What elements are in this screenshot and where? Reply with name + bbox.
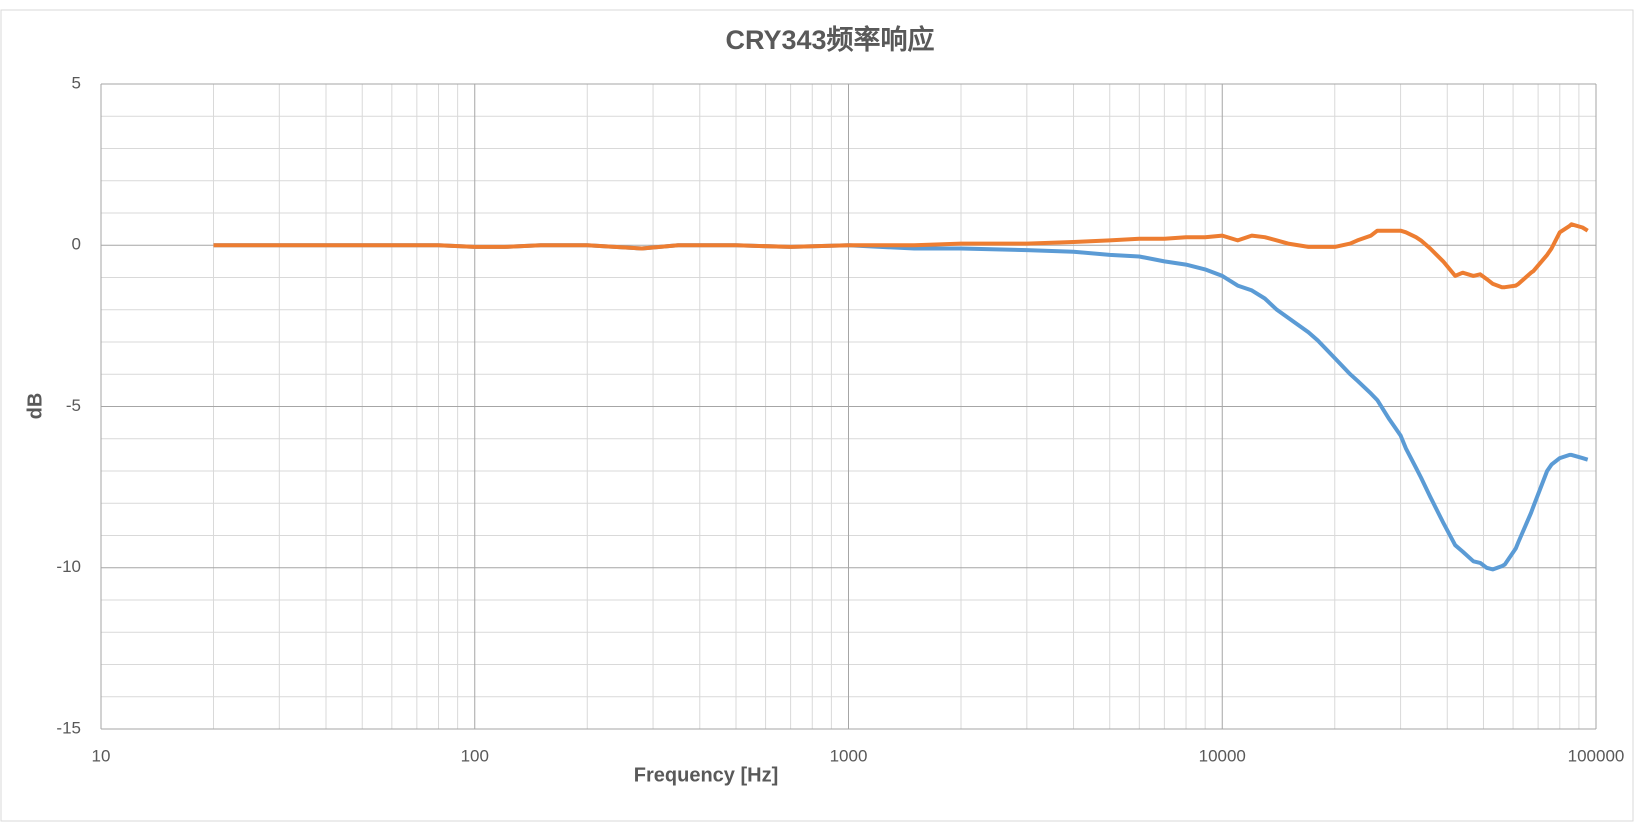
x-tick-label: 100000 [1568,746,1625,765]
series-line [213,222,1589,290]
x-tick-label: 10000 [1199,746,1246,765]
y-axis-title: dB [24,393,46,420]
x-axis-title: Frequency [Hz] [634,764,778,786]
chart-frame [0,9,1634,822]
x-tick-label: 10 [92,746,111,765]
x-tick-label: 100 [461,746,489,765]
chart-title: CRY343频率响应 [725,24,934,55]
y-tick-label: 5 [72,73,81,92]
y-tick-label: -5 [66,396,81,415]
x-tick-label: 1000 [830,746,868,765]
y-tick-label: -10 [56,557,81,576]
y-tick-label: 0 [72,235,81,254]
y-tick-label: -15 [56,718,81,737]
